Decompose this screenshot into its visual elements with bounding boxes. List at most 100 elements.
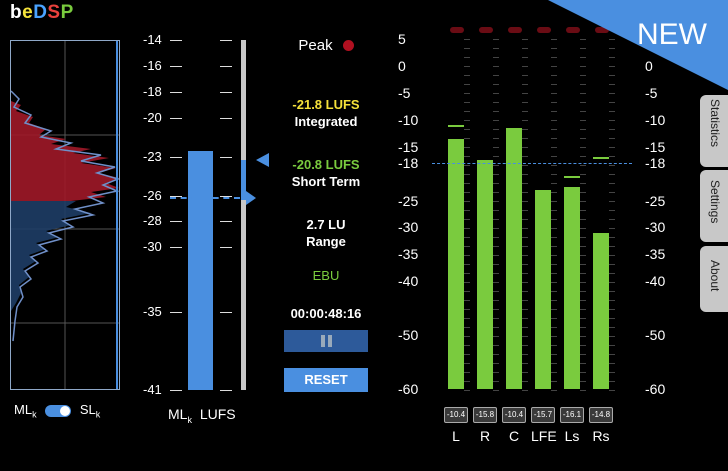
scale-dash — [551, 111, 557, 112]
scale-dash — [522, 165, 528, 166]
scale-dash — [609, 336, 615, 337]
scale-dash — [464, 129, 470, 130]
scale-dash — [580, 390, 586, 391]
scale-dash — [580, 300, 586, 301]
channel-label: LFE — [531, 428, 557, 444]
scale-dash — [551, 120, 557, 121]
left-tick-mark — [170, 195, 182, 197]
scale-dash — [522, 300, 528, 301]
scale-dash — [609, 156, 615, 157]
reset-button[interactable]: RESET — [284, 368, 368, 392]
scale-dash — [609, 129, 615, 130]
scale-dash — [522, 210, 528, 211]
scale-dash — [493, 147, 499, 148]
scale-dash — [551, 300, 557, 301]
scale-dash — [464, 165, 470, 166]
scale-dash — [464, 282, 470, 283]
left-tick-mark — [220, 40, 232, 41]
scale-dash — [464, 156, 470, 157]
range-label: Range — [306, 234, 346, 249]
scale-dash — [551, 192, 557, 193]
tab-about[interactable]: About — [700, 246, 728, 312]
right-tick-label: -5 — [645, 84, 658, 101]
scale-dash — [551, 102, 557, 103]
scale-dash — [464, 102, 470, 103]
integrated-target-line — [170, 197, 240, 199]
scale-dash — [464, 372, 470, 373]
scale-dash — [522, 129, 528, 130]
scale-dash — [464, 291, 470, 292]
scale-dash — [464, 390, 470, 391]
scale-dash — [551, 228, 557, 229]
pause-button[interactable] — [284, 330, 368, 352]
left-tick-mark — [220, 312, 232, 314]
scale-dash — [464, 336, 470, 337]
scale-dash — [609, 192, 615, 193]
scale-dash — [580, 273, 586, 274]
tab-statistics[interactable]: Statistics — [700, 95, 728, 167]
scale-dash — [522, 318, 528, 319]
integrated-value: -21.8 LUFS — [292, 97, 360, 112]
scale-dash — [522, 381, 528, 382]
left-tick-mark — [220, 156, 232, 158]
scale-dash — [609, 345, 615, 346]
scale-dash — [609, 138, 615, 139]
tab-settings[interactable]: Settings — [700, 170, 728, 242]
right-tick-label: -5 — [398, 84, 411, 101]
channel-level-bar — [506, 127, 522, 389]
left-tick-mark — [170, 91, 182, 93]
scale-dash — [493, 318, 499, 319]
scale-dash — [464, 75, 470, 76]
short-term-value: -20.8 LUFS — [292, 157, 360, 172]
peak-dot-icon — [342, 40, 354, 52]
scale-dash — [522, 138, 528, 139]
scale-dash — [493, 111, 499, 112]
scale-dash — [493, 129, 499, 130]
scale-dash — [522, 48, 528, 49]
scale-dash — [551, 210, 557, 211]
scale-dash — [464, 201, 470, 202]
scale-dash — [609, 210, 615, 211]
scale-dash — [493, 291, 499, 292]
new-banner-label: NEW — [637, 18, 707, 51]
scale-dash — [580, 210, 586, 211]
pause-icon — [321, 335, 325, 347]
scale-dash — [464, 84, 470, 85]
scale-dash — [551, 174, 557, 175]
channel-label: L — [452, 428, 460, 444]
short-term-indicator — [241, 160, 246, 200]
scale-dash — [609, 201, 615, 202]
scale-dash — [551, 48, 557, 49]
scale-dash — [493, 57, 499, 58]
scale-dash — [464, 246, 470, 247]
left-tick-mark — [170, 156, 182, 158]
momentary-loudness-bar — [188, 151, 213, 390]
scale-dash — [522, 39, 528, 40]
scale-dash — [609, 147, 615, 148]
scale-dash — [493, 93, 499, 94]
scale-dash — [522, 93, 528, 94]
scale-dash — [464, 111, 470, 112]
true-peak-indicator — [450, 27, 464, 33]
channel-peak-value: -16.1 — [560, 407, 584, 423]
right-tick-label: -60 — [645, 381, 666, 397]
channel-label: Ls — [564, 428, 580, 444]
scale-dash — [464, 219, 470, 220]
right-tick-label: -35 — [398, 246, 419, 263]
scale-dash — [580, 309, 586, 310]
left-tick-mark — [220, 195, 232, 197]
scale-dash — [551, 237, 557, 238]
left-tick-label: -28 — [143, 213, 162, 229]
ml-sl-toggle-switch[interactable] — [45, 404, 72, 417]
scale-dash — [464, 210, 470, 211]
scale-dash — [464, 138, 470, 139]
scale-dash — [522, 219, 528, 220]
scale-dash — [493, 84, 499, 85]
left-tick-mark — [170, 221, 182, 223]
scale-dash — [522, 273, 528, 274]
scale-dash — [493, 174, 499, 175]
mlk-label: MLk — [14, 402, 37, 420]
scale-dash — [609, 174, 615, 175]
scale-dash — [609, 282, 615, 283]
scale-dash — [580, 102, 586, 103]
